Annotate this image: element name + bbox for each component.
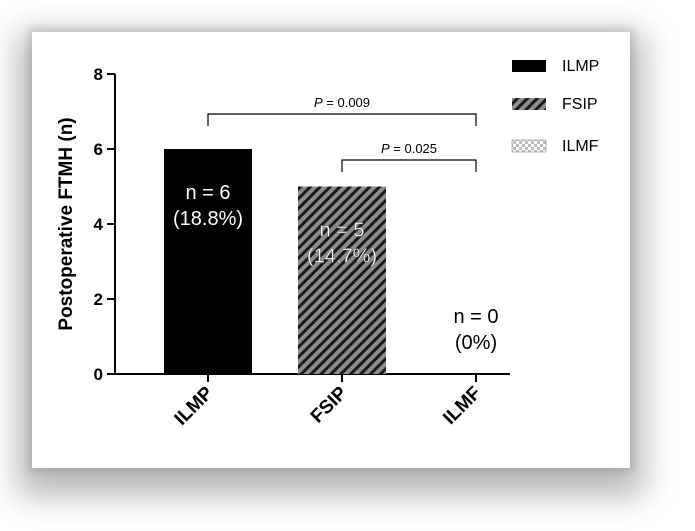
significance-bracket	[341, 159, 477, 172]
bar-percent-label: (0%)	[455, 332, 497, 354]
y-ticks: 0 2 4 6 8	[94, 65, 115, 384]
x-tick-label-fsip: FSIP	[307, 382, 352, 427]
legend-swatch-fsip	[512, 98, 546, 110]
y-tick-label: 2	[94, 290, 103, 309]
bar-percent-label: (18.8%)	[173, 208, 243, 230]
bars: n = 6 (18.8%) n = 5 (14.7%) n = 0 (0%)	[164, 149, 499, 374]
legend-swatch-ilmp	[512, 60, 546, 72]
bar-count-label: n = 5	[319, 220, 364, 242]
bar-count-label: n = 0	[453, 306, 498, 328]
y-tick-label: 0	[94, 365, 103, 384]
significance-bracket	[207, 113, 477, 126]
bar-ilmp	[164, 149, 252, 374]
bar-fsip	[298, 186, 386, 374]
x-tick-label-ilmf: ILMF	[439, 383, 485, 429]
bar-count-label: n = 6	[185, 182, 230, 204]
y-tick-label: 6	[94, 140, 103, 159]
significance-brackets: P = 0.009 P = 0.025	[207, 95, 477, 172]
bar-percent-label: (14.7%)	[307, 246, 377, 268]
y-tick-label: 8	[94, 65, 103, 84]
p-value-label: P = 0.009	[314, 95, 370, 110]
legend-label-fsip: FSIP	[562, 96, 598, 113]
legend-swatch-ilmf	[511, 139, 547, 153]
legend-label-ilmf: ILMF	[562, 138, 599, 155]
y-axis-label: Postoperative FTMH (n)	[56, 117, 77, 330]
y-tick-label: 4	[94, 215, 104, 234]
legend: ILMP FSIP ILMF	[511, 58, 599, 155]
p-value-label: P = 0.025	[381, 141, 437, 156]
x-ticks: ILMP FSIP ILMF	[171, 374, 486, 430]
legend-label-ilmp: ILMP	[562, 58, 599, 75]
x-tick-label-ilmp: ILMP	[171, 382, 218, 429]
